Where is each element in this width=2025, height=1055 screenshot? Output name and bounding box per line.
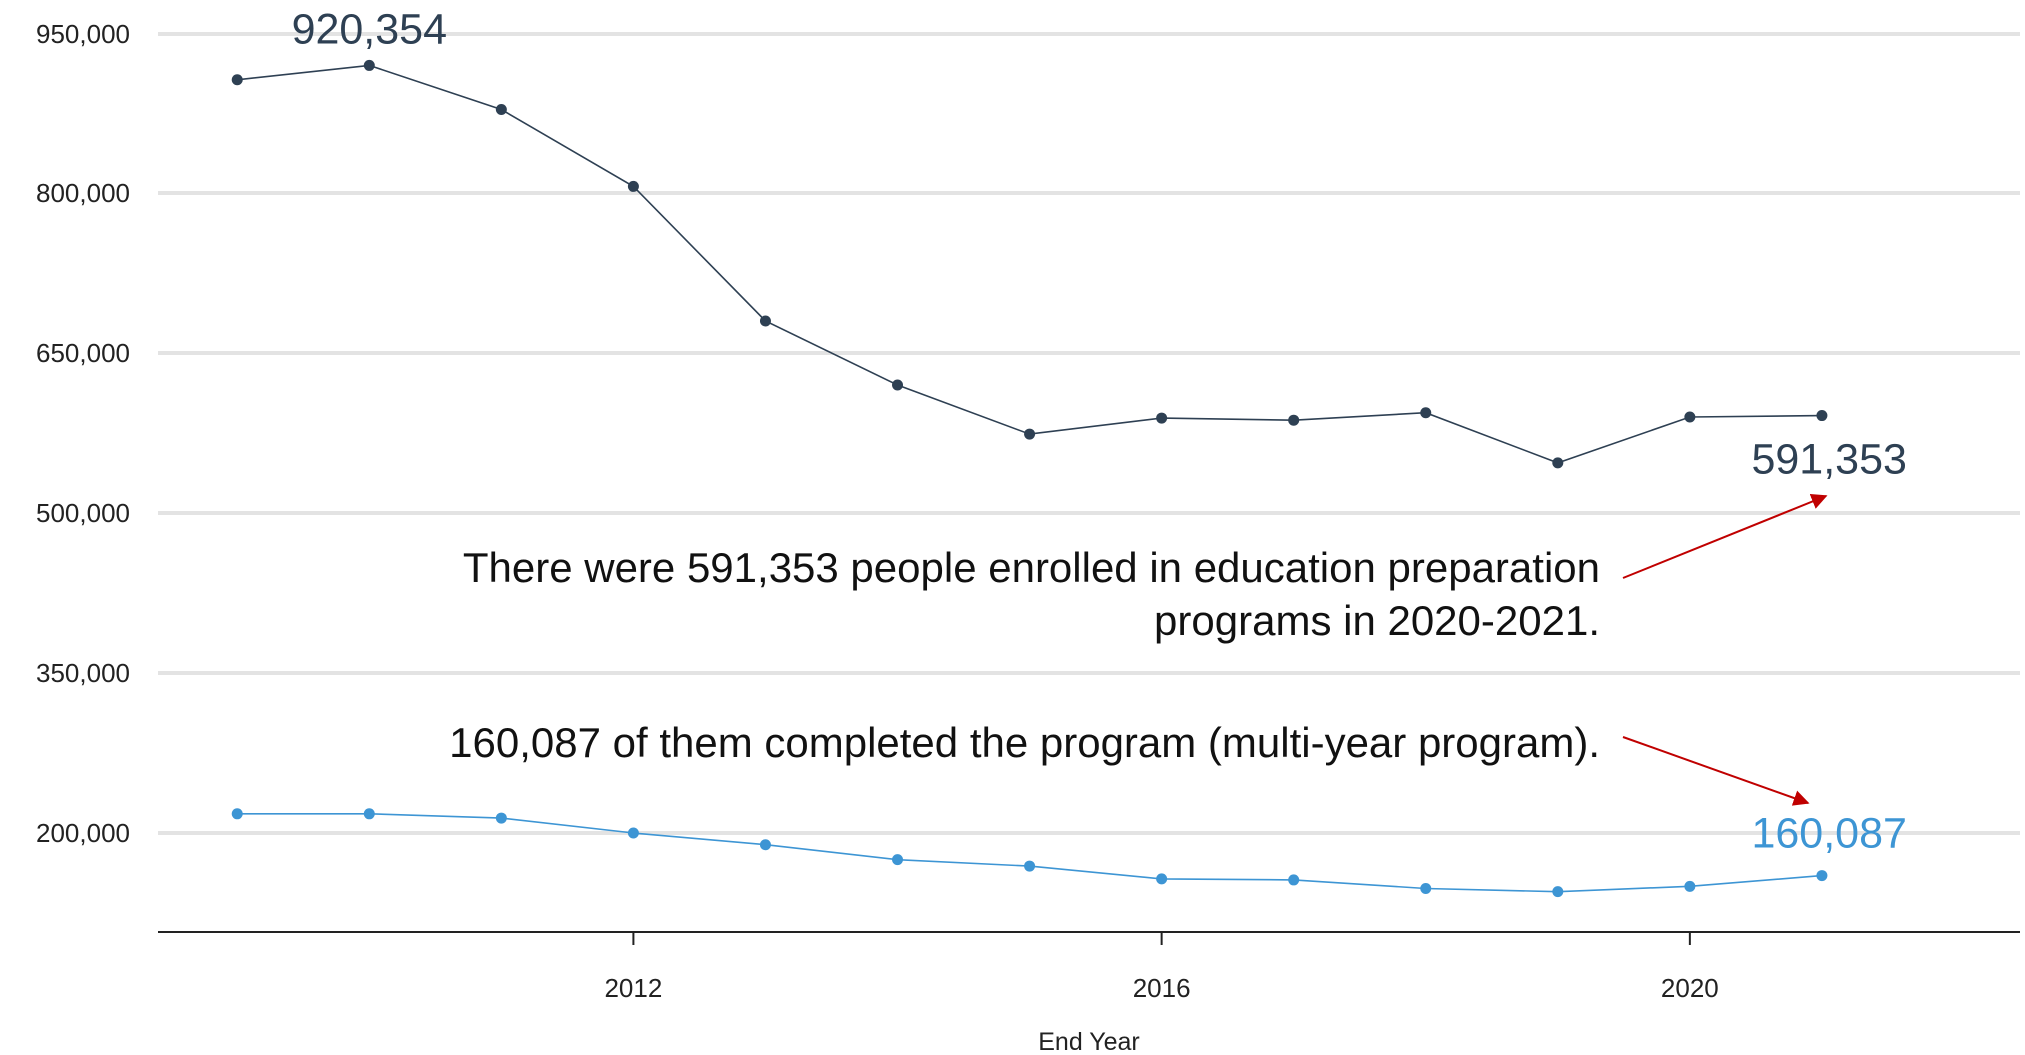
series-line-1	[237, 812, 1822, 893]
data-point	[1288, 414, 1300, 426]
annotations: There were 591,353 people enrolled in ed…	[449, 493, 1828, 806]
data-point	[363, 59, 375, 71]
data-point	[495, 812, 507, 824]
y-axis-ticks: 200,000 350,000 500,000 650,000 800,000 950,0…	[36, 19, 130, 848]
annotation-text: 160,087 of them completed the program (m…	[449, 719, 1600, 766]
value-label: 591,353	[1751, 436, 1906, 484]
gridlines	[158, 32, 2020, 835]
value-labels: 920,354 591,353 160,087	[292, 5, 1907, 857]
y-tick-label: 800,000	[36, 178, 130, 208]
data-point	[1816, 410, 1828, 422]
data-point	[892, 379, 904, 391]
data-point	[759, 315, 771, 327]
data-point	[1552, 886, 1564, 898]
data-point	[1288, 874, 1300, 886]
y-tick-label: 350,000	[36, 658, 130, 688]
series-line-0	[237, 64, 1822, 464]
data-point	[892, 854, 904, 866]
annotation-arrow	[1622, 736, 1810, 806]
data-point	[1684, 880, 1696, 892]
data-point	[495, 103, 507, 115]
series-group	[231, 59, 1828, 898]
x-axis-ticks: 2012 2016 2020	[604, 932, 1719, 1003]
annotation-arrow	[1622, 493, 1828, 579]
annotation-text: There were 591,353 people enrolled in ed…	[463, 544, 1600, 591]
x-tick-label: 2012	[604, 973, 662, 1003]
data-point	[1816, 870, 1828, 882]
annotation-text: programs in 2020-2021.	[1154, 597, 1600, 644]
data-point	[363, 808, 375, 820]
y-tick-label: 500,000	[36, 498, 130, 528]
data-point	[1420, 407, 1432, 419]
data-point	[1684, 411, 1696, 423]
data-point	[1552, 457, 1564, 469]
data-point	[231, 808, 243, 820]
data-point	[1024, 860, 1036, 872]
y-tick-label: 950,000	[36, 19, 130, 49]
data-point	[627, 827, 639, 839]
data-point	[627, 180, 639, 192]
data-point	[1024, 428, 1036, 440]
value-label: 920,354	[292, 5, 447, 53]
y-tick-label: 200,000	[36, 818, 130, 848]
data-point	[1156, 412, 1168, 424]
x-axis-title: End Year	[1038, 1028, 1140, 1055]
x-tick-label: 2016	[1133, 973, 1191, 1003]
data-point	[1420, 882, 1432, 894]
value-label: 160,087	[1751, 810, 1906, 858]
data-point	[759, 839, 771, 851]
data-point	[1156, 873, 1168, 885]
x-tick-label: 2020	[1661, 973, 1719, 1003]
data-point	[231, 74, 243, 86]
y-tick-label: 650,000	[36, 338, 130, 368]
